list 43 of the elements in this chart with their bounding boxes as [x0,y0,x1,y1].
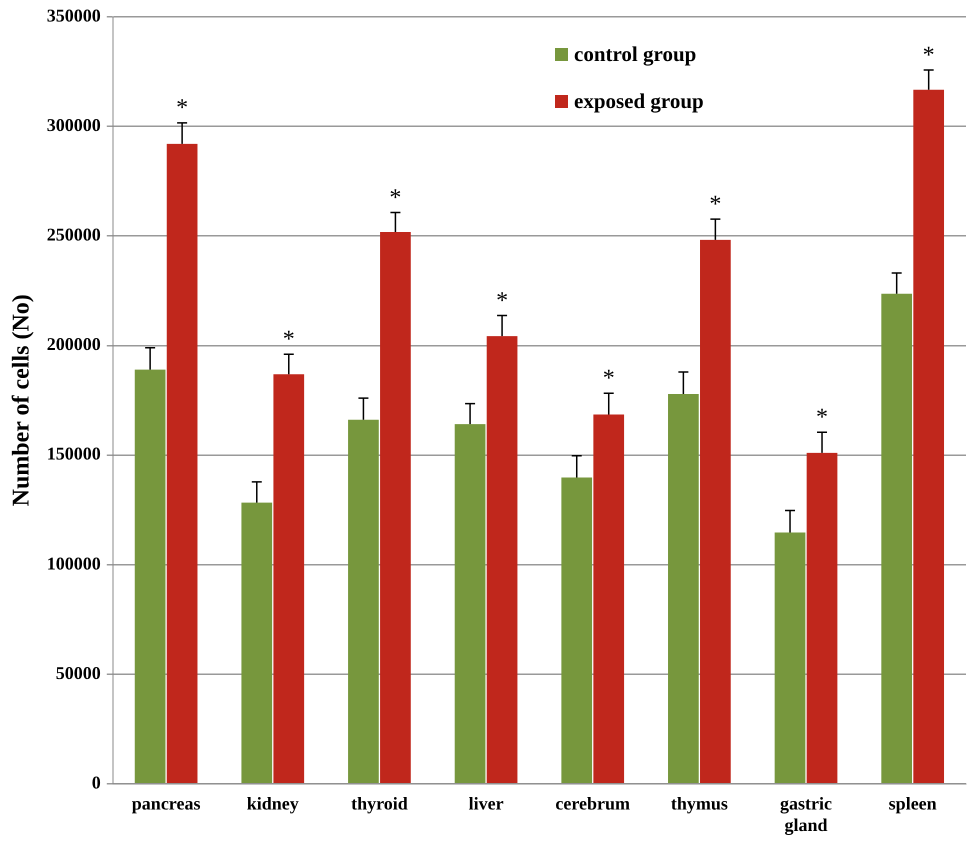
bar [273,374,304,784]
annotation: * [496,288,508,314]
x-tick-label: spleen [888,793,937,814]
annotation: * [709,191,722,218]
y-tick-label: 350000 [46,5,101,26]
bar [700,240,731,784]
bar [134,370,166,784]
bar [454,424,486,784]
x-tick-label: kidney [246,793,299,814]
bar [881,294,912,784]
bar [486,336,518,784]
bar [380,232,411,784]
x-tick-label: cerebrum [555,793,630,814]
bar [774,532,806,784]
annotation: * [389,184,402,211]
y-tick-label: 0 [92,772,101,792]
bar [913,90,944,784]
bar [593,414,624,784]
annotation: * [602,366,615,392]
y-tick-label: 300000 [46,115,101,136]
x-tick-label: liver [468,793,504,814]
bar [348,420,379,784]
x-tick-label: pancreas [132,793,200,814]
bar [166,144,198,784]
y-tick-label: 200000 [46,334,101,354]
annotation: * [282,326,295,353]
annotation: * [816,404,828,431]
y-tick-label: 150000 [46,444,101,464]
y-tick-label: 250000 [46,224,101,245]
x-tick-label: thymus [670,793,728,814]
bar [241,502,272,784]
legend-label: exposed group [574,89,704,114]
bar [806,452,838,784]
y-tick-label: 50000 [56,662,101,683]
bar [561,477,592,784]
legend-label: control group [574,42,696,67]
annotation: * [176,95,188,122]
x-tick-label: thyroid [351,793,408,814]
bar [668,394,699,784]
y-tick-label: 100000 [46,553,101,574]
y-axis-title: Number of cells (No) [8,294,35,506]
x-tick-label: gastric gland [780,793,832,835]
annotation: * [922,42,935,68]
